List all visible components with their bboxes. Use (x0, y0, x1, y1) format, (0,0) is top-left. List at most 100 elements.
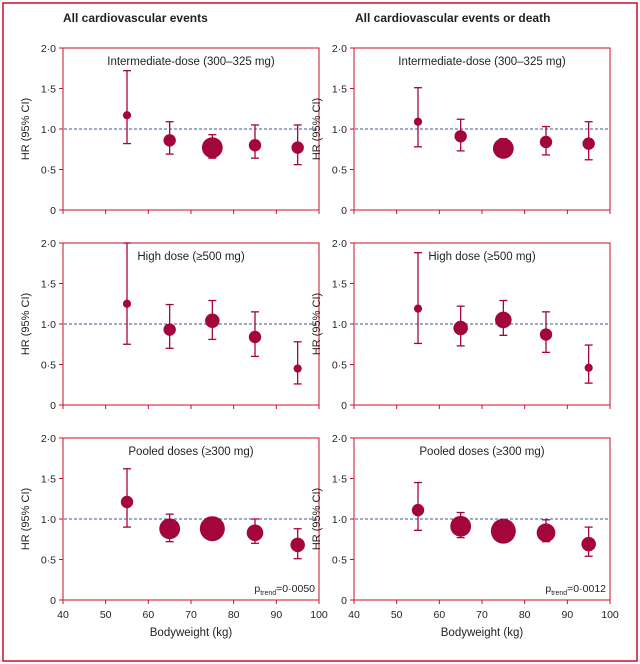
hr-point (536, 523, 556, 543)
x-tick-label: 50 (100, 609, 112, 621)
y-tick-label: 0 (50, 205, 56, 217)
y-tick-label: 1·5 (41, 84, 56, 96)
y-tick-label: 0 (341, 595, 347, 607)
x-tick-label: 40 (348, 609, 360, 621)
y-tick-label: 0·5 (41, 555, 56, 567)
p-trend-label: ptrend=0·0012 (545, 583, 606, 597)
y-tick-label: 2·0 (41, 433, 56, 445)
panel-title: Pooled doses (≥300 mg) (128, 446, 253, 458)
column-title-left: All cardiovascular events (63, 11, 208, 25)
x-tick-label: 100 (310, 609, 328, 621)
x-axis-label: Bodyweight (kg) (441, 627, 524, 639)
hr-point (539, 328, 553, 341)
y-tick-label: 1·0 (332, 319, 347, 331)
y-tick-label: 1·0 (332, 124, 347, 136)
hr-point (122, 111, 132, 120)
y-tick-label: 1·0 (332, 514, 347, 526)
x-tick-label: 80 (519, 609, 531, 621)
y-tick-label: 1·5 (41, 474, 56, 486)
hr-point (454, 130, 467, 143)
x-tick-label: 60 (433, 609, 445, 621)
y-tick-label: 0 (341, 400, 347, 412)
x-tick-label: 70 (185, 609, 197, 621)
y-tick-label: 2·0 (332, 433, 347, 445)
y-tick-label: 0 (341, 205, 347, 217)
x-tick-label: 60 (142, 609, 154, 621)
y-tick-label: 2·0 (332, 43, 347, 55)
hr-point (450, 515, 472, 537)
panel-title: High dose (≥500 mg) (137, 251, 244, 263)
y-axis-label: HR (95% CI) (20, 98, 32, 160)
y-tick-label: 2·0 (41, 238, 56, 250)
hr-point (293, 364, 302, 373)
x-tick-label: 70 (476, 609, 488, 621)
y-axis-label: HR (95% CI) (311, 98, 323, 160)
panel-title: Intermediate-dose (300–325 mg) (398, 56, 566, 68)
y-tick-label: 0 (50, 595, 56, 607)
y-tick-label: 0·5 (332, 360, 347, 372)
y-tick-label: 1·5 (332, 279, 347, 291)
panel-title: High dose (≥500 mg) (428, 251, 535, 263)
y-axis-label: HR (95% CI) (311, 488, 323, 550)
hr-point (163, 323, 176, 336)
y-tick-label: 0·5 (41, 165, 56, 177)
hr-point (490, 518, 516, 544)
hr-point (411, 503, 425, 517)
hr-point (248, 139, 262, 152)
y-tick-label: 1·0 (41, 514, 56, 526)
hr-point (248, 330, 262, 344)
y-axis-label: HR (95% CI) (20, 488, 32, 550)
hr-point (584, 363, 593, 372)
hr-point (539, 135, 553, 149)
hr-point (159, 518, 181, 540)
hr-point (199, 516, 225, 542)
x-tick-label: 90 (561, 609, 573, 621)
panel-title: Intermediate-dose (300–325 mg) (107, 56, 275, 68)
x-tick-label: 100 (601, 609, 619, 621)
hr-point (122, 299, 132, 308)
x-tick-label: 80 (228, 609, 240, 621)
x-tick-label: 50 (391, 609, 403, 621)
hr-point (246, 524, 264, 542)
y-tick-label: 0·5 (41, 360, 56, 372)
p-trend-label: ptrend=0·0050 (254, 583, 315, 597)
hr-point (291, 141, 304, 154)
hr-point (453, 320, 468, 336)
x-axis-label: Bodyweight (kg) (150, 627, 233, 639)
hr-point (413, 117, 423, 126)
x-tick-label: 90 (270, 609, 282, 621)
y-tick-label: 0 (50, 400, 56, 412)
panel-title: Pooled doses (≥300 mg) (419, 446, 544, 458)
panel-1-1: High dose (≥500 mg) 0 0·5 1·0 1·5 2·0 HR (95% … (311, 238, 611, 412)
y-tick-label: 2·0 (332, 238, 347, 250)
hr-point (492, 138, 514, 159)
panels-group: Intermediate-dose (300–325 mg) 0 0·5 1·0 1·5… (20, 43, 619, 639)
y-axis-label: HR (95% CI) (20, 293, 32, 355)
y-tick-label: 1·5 (332, 84, 347, 96)
panel-2-1: Pooled doses (≥300 mg) 0 0·5 1·0 1·5 2·0 40 50 6… (311, 433, 619, 639)
hr-point (163, 134, 176, 147)
y-tick-label: 1·5 (41, 279, 56, 291)
hr-point (495, 311, 512, 329)
panel-0-0: Intermediate-dose (300–325 mg) 0 0·5 1·0 1·5… (20, 43, 320, 217)
x-tick-label: 40 (57, 609, 69, 621)
hr-point (201, 137, 223, 159)
hr-point (413, 304, 423, 313)
y-tick-label: 1·5 (332, 474, 347, 486)
hr-point (120, 495, 134, 509)
hr-point (290, 537, 305, 553)
hr-point (581, 536, 596, 552)
panel-0-1: Intermediate-dose (300–325 mg) 0 0·5 1·0 1·5… (311, 43, 611, 217)
y-tick-label: 1·0 (41, 319, 56, 331)
y-tick-label: 0·5 (332, 165, 347, 177)
panel-1-0: High dose (≥500 mg) 0 0·5 1·0 1·5 2·0 HR (95% … (20, 238, 320, 412)
y-axis-label: HR (95% CI) (311, 293, 323, 355)
y-tick-label: 1·0 (41, 124, 56, 136)
panel-2-0: Pooled doses (≥300 mg) 0 0·5 1·0 1·5 2·0 40 50 6… (20, 433, 328, 639)
y-tick-label: 2·0 (41, 43, 56, 55)
y-tick-label: 0·5 (332, 555, 347, 567)
column-title-right: All cardiovascular events or death (355, 11, 550, 25)
hr-point (582, 137, 595, 150)
